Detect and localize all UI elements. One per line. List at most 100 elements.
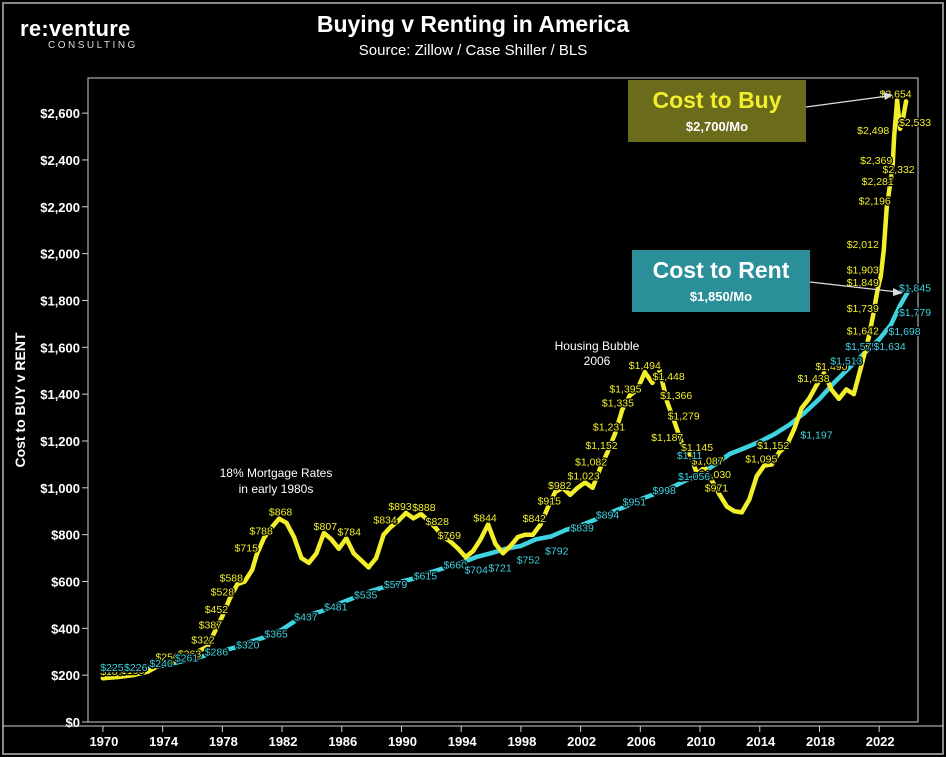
data-label-buy: $2,498 bbox=[857, 125, 889, 137]
data-label-rent: $320 bbox=[236, 640, 260, 652]
x-tick-label: 2018 bbox=[806, 734, 835, 749]
data-point-rent bbox=[742, 445, 748, 451]
data-point-buy bbox=[799, 405, 804, 411]
y-tick-label: $1,000 bbox=[40, 481, 80, 496]
data-point-rent bbox=[399, 579, 404, 584]
data-point-buy bbox=[261, 535, 267, 540]
x-tick-label: 2002 bbox=[567, 734, 596, 749]
data-point-buy bbox=[894, 98, 900, 103]
data-point-buy bbox=[329, 537, 334, 542]
data-point-buy bbox=[878, 274, 883, 279]
data-point-rent bbox=[623, 504, 628, 509]
data-point-rent bbox=[787, 422, 792, 427]
data-point-buy bbox=[900, 115, 906, 121]
data-point-buy bbox=[463, 554, 468, 560]
data-point-buy bbox=[254, 552, 259, 557]
data-point-buy bbox=[190, 651, 195, 657]
data-point-buy bbox=[657, 368, 662, 373]
x-tick-label: 1994 bbox=[448, 734, 478, 749]
callout-arrow-rent bbox=[809, 281, 899, 293]
company-logo: re:venture CONSULTING bbox=[20, 16, 138, 51]
data-point-buy bbox=[530, 532, 536, 537]
data-label-rent: $1,056 bbox=[678, 471, 710, 483]
data-point-buy bbox=[299, 555, 304, 561]
annotation-mortgage-rates-line2: in early 1980s bbox=[239, 482, 314, 496]
data-point-rent bbox=[563, 527, 568, 533]
x-tick-label: 1990 bbox=[388, 734, 417, 749]
data-point-rent bbox=[339, 600, 344, 605]
data-point-buy bbox=[732, 509, 737, 514]
data-label-buy: $2,533 bbox=[899, 117, 931, 129]
x-tick-label: 1998 bbox=[507, 734, 536, 749]
data-point-rent bbox=[354, 594, 359, 599]
data-point-rent bbox=[772, 431, 777, 437]
data-point-rent bbox=[518, 543, 524, 549]
data-label-rent: $704 bbox=[464, 564, 488, 576]
data-point-buy bbox=[130, 672, 135, 678]
data-label-buy: $322 bbox=[191, 635, 215, 647]
data-label-buy: $1,438 bbox=[797, 373, 829, 385]
data-point-buy bbox=[515, 534, 521, 540]
x-tick-label: 2010 bbox=[687, 734, 716, 749]
data-point-buy bbox=[306, 560, 312, 565]
data-point-buy bbox=[642, 369, 648, 375]
data-point-rent bbox=[205, 652, 210, 658]
data-point-buy bbox=[687, 451, 692, 457]
data-point-buy bbox=[560, 485, 565, 491]
data-point-buy bbox=[866, 335, 871, 340]
data-point-buy bbox=[709, 478, 715, 483]
data-point-rent bbox=[876, 337, 882, 342]
data-point-buy bbox=[448, 539, 453, 545]
data-point-rent bbox=[473, 554, 479, 560]
data-label-buy: $1,395 bbox=[609, 383, 641, 395]
data-point-buy bbox=[269, 525, 274, 530]
data-label-buy: $1,187 bbox=[651, 432, 683, 444]
data-point-buy bbox=[396, 518, 401, 523]
data-label-buy: $1,494 bbox=[629, 360, 661, 372]
x-tick-label: 2014 bbox=[746, 734, 776, 749]
data-point-rent bbox=[817, 396, 822, 402]
data-label-rent: $839 bbox=[570, 523, 594, 535]
data-point-buy bbox=[769, 462, 774, 467]
data-point-buy bbox=[388, 524, 394, 529]
data-point-buy bbox=[381, 532, 386, 537]
data-point-buy bbox=[890, 165, 895, 170]
data-point-rent bbox=[847, 365, 852, 370]
data-label-buy: $2,332 bbox=[883, 164, 915, 176]
y-tick-label: $0 bbox=[66, 715, 80, 730]
data-point-rent bbox=[384, 584, 389, 589]
data-point-rent bbox=[757, 439, 762, 444]
data-point-buy bbox=[597, 466, 603, 471]
data-point-buy bbox=[903, 99, 909, 104]
data-point-buy bbox=[470, 548, 476, 554]
data-label-rent: $226 bbox=[124, 662, 148, 674]
data-point-rent bbox=[309, 612, 315, 617]
data-label-rent: $535 bbox=[354, 589, 378, 601]
data-point-rent bbox=[459, 560, 464, 565]
data-point-buy bbox=[806, 396, 812, 402]
callout-title-buy: Cost to Buy bbox=[652, 87, 781, 113]
data-point-buy bbox=[717, 492, 722, 497]
data-label-buy: $1,335 bbox=[602, 397, 634, 409]
data-label-rent: $365 bbox=[264, 629, 288, 641]
data-label-buy: $1,739 bbox=[847, 303, 879, 315]
data-point-rent bbox=[488, 550, 494, 556]
data-point-buy bbox=[754, 473, 759, 479]
data-label-rent: $225 bbox=[100, 662, 124, 674]
y-tick-label: $800 bbox=[51, 528, 80, 543]
callout-box-rent bbox=[632, 250, 810, 312]
data-label-buy: $1,095 bbox=[745, 454, 777, 466]
x-tick-label: 1982 bbox=[269, 734, 298, 749]
data-point-rent bbox=[906, 287, 912, 293]
data-point-buy bbox=[403, 510, 409, 516]
data-point-buy bbox=[227, 596, 233, 601]
data-point-buy bbox=[508, 543, 513, 549]
data-point-rent bbox=[832, 380, 837, 385]
data-point-buy bbox=[672, 420, 677, 425]
data-point-rent bbox=[294, 617, 300, 622]
data-label-rent: $615 bbox=[414, 570, 438, 582]
data-label-buy: $842 bbox=[523, 513, 547, 525]
data-point-buy bbox=[851, 391, 857, 397]
callout-arrowhead-rent bbox=[893, 288, 903, 296]
